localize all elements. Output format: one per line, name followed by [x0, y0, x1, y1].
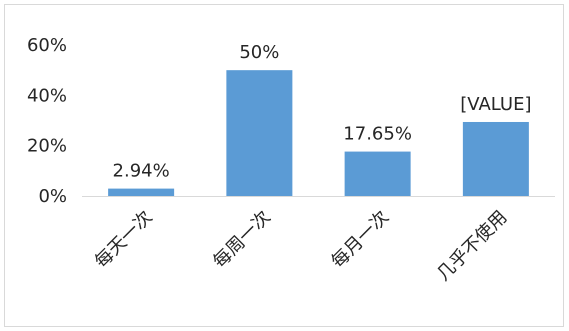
data-label: [VALUE] [460, 94, 531, 115]
bar-1 [108, 188, 175, 196]
y-tick-label: 40% [27, 85, 67, 106]
bar-3 [344, 151, 411, 196]
data-label: 2.94% [113, 161, 170, 182]
y-tick-label: 60% [27, 35, 67, 56]
y-tick-label: 20% [27, 136, 67, 157]
bar-4 [462, 121, 529, 196]
data-label: 50% [239, 42, 279, 63]
category-label: 每周一次 [209, 207, 275, 273]
y-tick-label: 0% [38, 186, 67, 207]
category-label: 几乎不使用 [433, 207, 511, 285]
bar-2 [226, 70, 293, 196]
category-label: 每天一次 [91, 207, 157, 273]
data-label: 17.65% [343, 124, 412, 145]
category-label: 每月一次 [327, 207, 393, 273]
